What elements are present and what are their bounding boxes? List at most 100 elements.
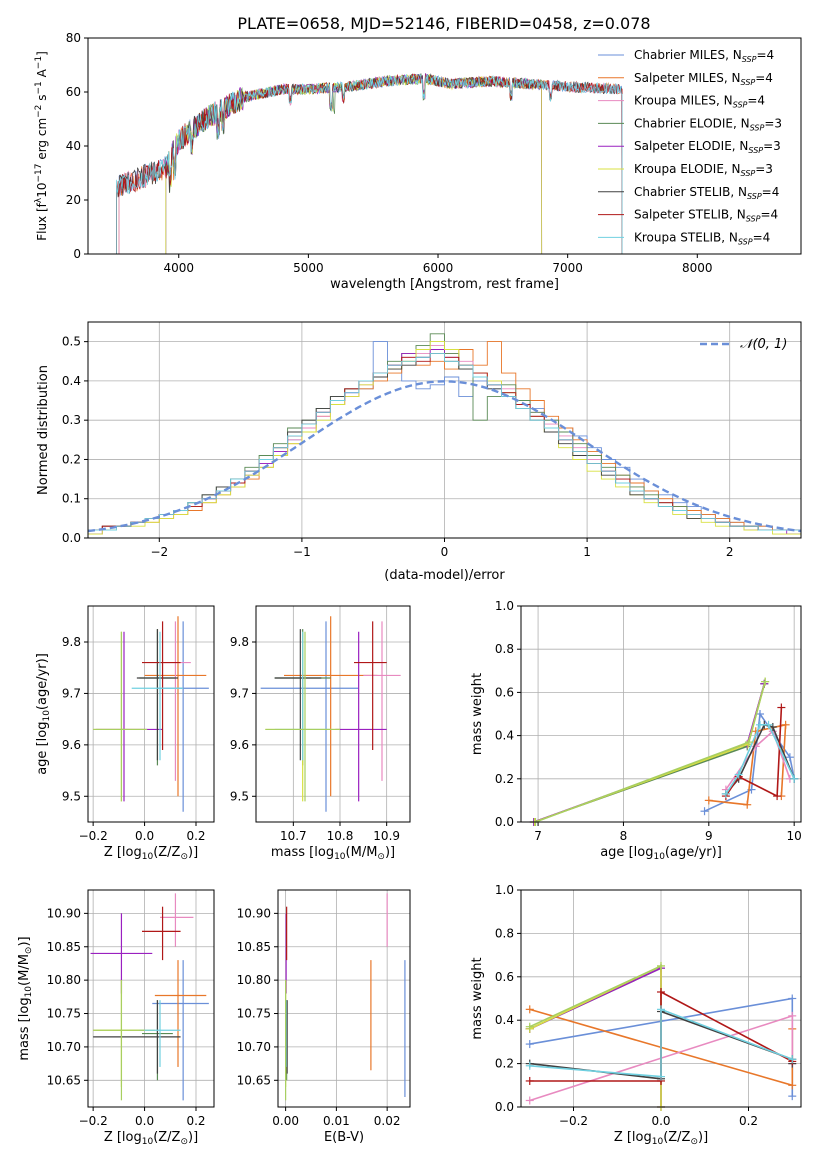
legend-entry: 𝒩(0, 1) — [740, 337, 787, 352]
legend-entry: Kroupa STELIB, NSSP=4 — [634, 230, 770, 246]
x-axis-label: Z [log10(Z/Z⊙)] — [104, 1130, 198, 1147]
x-tick-label: −0.2 — [79, 829, 108, 843]
y-tick-label: 10.85 — [237, 940, 271, 954]
y-axis-label: Flux [fλ10−17 erg cm−2 s−1 A−1] — [34, 51, 49, 241]
spectrum-series-6 — [116, 73, 623, 254]
y-tick-label: 10.75 — [237, 1007, 271, 1021]
spectrum-series-5 — [165, 73, 543, 254]
y-tick-label: 0.2 — [62, 452, 81, 466]
y-tick-label: 0.2 — [495, 1057, 514, 1071]
label-part: mass [log — [271, 845, 334, 860]
y-tick-label: 10.65 — [237, 1073, 271, 1087]
y-tick-label: 9.7 — [62, 686, 81, 700]
y-axis-label: Normed distribution — [36, 365, 51, 495]
label-part: 10 — [653, 852, 665, 862]
x-tick-label: −0.2 — [79, 1114, 108, 1128]
legend-nssp: =3 — [763, 139, 781, 153]
legend-name: Chabrier MILES, N — [634, 48, 742, 62]
spectrum-series-2 — [118, 73, 623, 254]
x-axis-label: (data-model)/error — [384, 568, 505, 583]
x-tick-label: 0.02 — [374, 1114, 401, 1128]
x-tick-label: 7 — [534, 829, 542, 843]
axes-frame — [87, 605, 215, 823]
label-part: )] — [698, 1130, 708, 1145]
y-tick-label: 0.4 — [495, 729, 514, 743]
residuals-plot-area — [88, 333, 801, 538]
legend-nssp: =3 — [764, 116, 782, 130]
label-part: ⊙ — [24, 947, 34, 955]
y-tick-label: 9.6 — [62, 738, 81, 752]
y-tick-label: 9.6 — [230, 738, 249, 752]
label-part: ⊙ — [377, 852, 385, 862]
label-part: Z [log — [614, 1130, 652, 1145]
label-part: age [log — [35, 722, 50, 775]
y-tick-label: 0.4 — [62, 374, 81, 388]
label-part: 10 — [142, 1137, 154, 1147]
label-part: 10 — [24, 986, 34, 998]
label-part: (M/M — [17, 954, 32, 986]
x-tick-label: 10.9 — [373, 829, 400, 843]
label-part: ⊙ — [180, 852, 188, 862]
label-part: −1 — [34, 81, 44, 94]
legend-entry: Chabrier ELODIE, NSSP=3 — [634, 116, 782, 132]
label-part: 10 — [142, 852, 154, 862]
spectrum-chart: 4000 5000 6000 7000 8000 0 20 40 60 80 wavelength … — [34, 31, 802, 292]
x-axis-label: E(B-V) — [324, 1130, 364, 1145]
y-tick-label: 0.2 — [495, 772, 514, 786]
x-tick-label: 7000 — [552, 261, 583, 275]
label-part: (Z/Z — [153, 845, 180, 860]
x-tick-label: 0 — [441, 545, 449, 559]
legend-subscript: SSP — [747, 192, 762, 201]
y-tick-label: 10.80 — [237, 973, 271, 987]
legend-nssp: =4 — [756, 48, 774, 62]
x-tick-label: 4000 — [163, 261, 194, 275]
y-tick-label: 10.75 — [47, 1007, 81, 1021]
y-tick-label: 0.8 — [495, 642, 514, 656]
axes-frame — [520, 889, 802, 1108]
y-tick-label: 10.90 — [237, 906, 271, 920]
legend-nssp: =3 — [755, 162, 773, 176]
x-tick-label: 10.8 — [327, 829, 354, 843]
y-tick-label: 80 — [66, 31, 81, 45]
x-tick-label: 0.2 — [186, 829, 205, 843]
label-part: age [log — [600, 845, 653, 860]
x-tick-label: 5000 — [293, 261, 324, 275]
y-tick-label: 1.0 — [495, 883, 514, 897]
x-tick-label: 0.0 — [135, 829, 154, 843]
x-tick-label: 8000 — [682, 261, 713, 275]
x-tick-label: 10.7 — [280, 829, 307, 843]
label-part: ⊙ — [690, 1137, 698, 1147]
label-part: 10 — [35, 183, 49, 198]
y-axis-label: mass [log10(M/M⊙)] — [17, 936, 34, 1060]
x-tick-label: 0.0 — [651, 1114, 670, 1128]
legend-entry: Chabrier STELIB, NSSP=4 — [634, 185, 779, 201]
y-tick-label: 0.4 — [495, 1013, 514, 1027]
legend-name: Chabrier STELIB, N — [634, 185, 747, 199]
x-tick-label: 10 — [787, 829, 802, 843]
age-vs-mass-chart: 10.7 10.8 10.9 9.5 9.6 9.7 9.8 mass [log10(M/M⊙… — [230, 605, 411, 862]
legend-nssp: =4 — [760, 208, 778, 222]
legend-name: Kroupa STELIB, N — [634, 230, 738, 244]
x-tick-label: 8 — [620, 829, 628, 843]
label-part: Z [log — [104, 845, 142, 860]
legend-subscript: SSP — [741, 78, 756, 87]
mass-vs-metallicity-chart: −0.2 0.0 0.2 10.65 10.70 10.75 10.80 10.85 10.90… — [17, 889, 215, 1147]
legend-name: Salpeter ELODIE, N — [634, 139, 748, 153]
legend-name: Chabrier ELODIE, N — [634, 116, 750, 130]
y-tick-label: 9.8 — [62, 635, 81, 649]
x-tick-label: 0.00 — [272, 1114, 299, 1128]
label-part: )] — [17, 936, 32, 946]
x-tick-label: −2 — [150, 545, 168, 559]
y-axis-label: age [log10(age/yr)] — [35, 653, 52, 775]
y-tick-label: 9.7 — [230, 686, 249, 700]
legend-nssp: =4 — [747, 94, 765, 108]
residuals-chart: −2 −1 0 1 2 0.0 0.1 0.2 0.3 0.4 0.5 𝒩(0, 1) (data-mo… — [36, 321, 802, 583]
legend-nssp: =4 — [753, 230, 771, 244]
y-axis-label: mass weight — [470, 957, 485, 1039]
x-tick-label: 0.01 — [323, 1114, 350, 1128]
legend-entry: Salpeter MILES, NSSP=4 — [634, 71, 773, 87]
spectrum-series-3 — [165, 73, 543, 254]
x-axis-label: age [log10(age/yr)] — [600, 845, 722, 862]
